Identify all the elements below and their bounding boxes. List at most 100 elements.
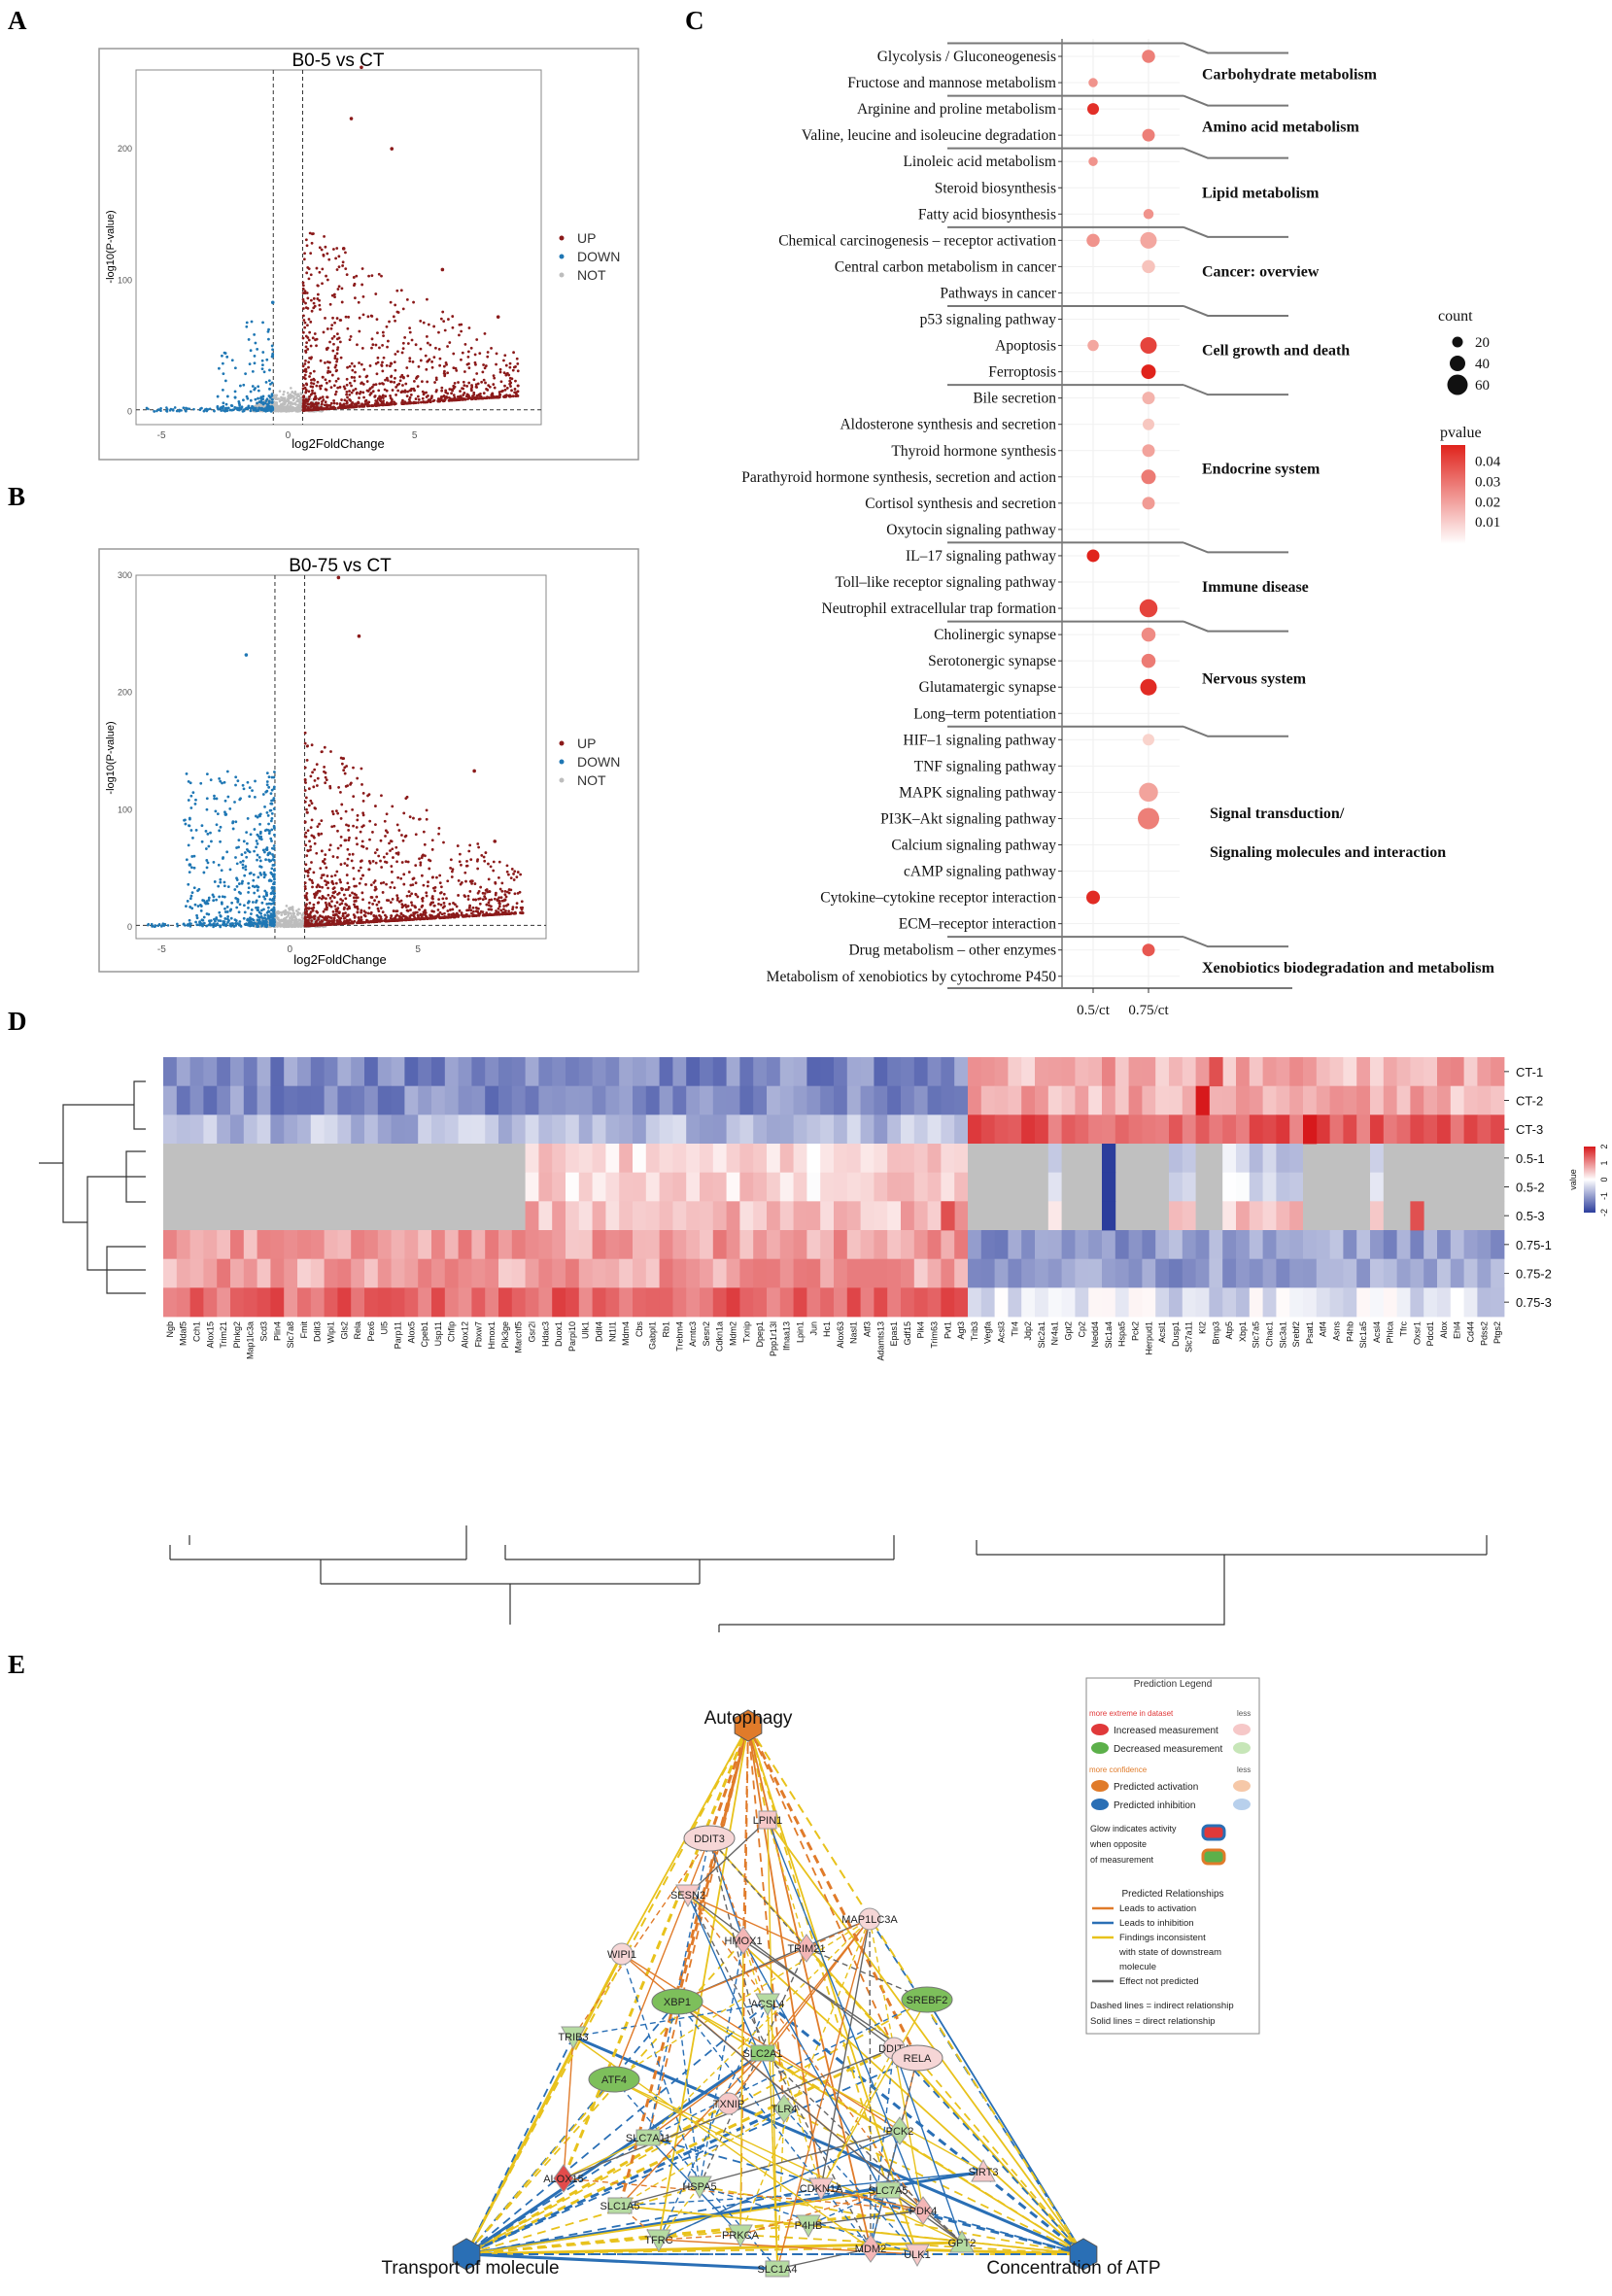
volcano-point-down	[242, 904, 246, 908]
heatmap-cell	[980, 1057, 995, 1087]
volcano-point-down	[272, 882, 275, 886]
volcano-point-up	[500, 889, 504, 893]
volcano-point-up	[385, 852, 389, 856]
pvalue-legend-title: pvalue	[1440, 425, 1482, 441]
volcano-point-up	[460, 863, 463, 867]
volcano-point-up	[492, 383, 496, 386]
dotplot-point	[1141, 627, 1156, 642]
volcano-point-down	[256, 853, 259, 857]
volcano-point-down	[234, 896, 238, 900]
pathway-label: Aldosterone synthesis and secretion	[840, 417, 1056, 433]
volcano-point-down	[261, 401, 265, 405]
volcano-point-not	[292, 409, 295, 412]
volcano-point-up	[379, 881, 383, 885]
volcano-point-up	[468, 890, 472, 893]
volcano-point-up	[374, 292, 378, 295]
count-legend-label: 60	[1475, 378, 1490, 394]
volcano-point-up	[427, 323, 430, 326]
volcano-point-up	[345, 405, 349, 408]
volcano-point-up	[313, 836, 316, 840]
volcano-point-up	[438, 357, 442, 360]
volcano-point-up	[317, 401, 321, 405]
y-tick-label: 100	[118, 275, 132, 285]
volcano-point-up	[452, 394, 456, 397]
volcano-point-up	[341, 264, 345, 267]
volcano-point-up	[395, 894, 399, 898]
volcano-point-up	[352, 866, 356, 870]
heatmap-cell	[230, 1057, 245, 1087]
volcano-point-up	[419, 320, 423, 323]
volcano-point-up	[512, 873, 515, 875]
volcano-point-down	[242, 383, 246, 387]
volcano-point-up	[465, 362, 469, 366]
volcano-point-up	[498, 394, 502, 396]
volcano-point-up	[345, 273, 349, 277]
volcano-point-down	[269, 819, 273, 823]
volcano-point-down	[255, 840, 258, 842]
volcano-point-up	[305, 854, 309, 858]
volcano-point-up	[492, 374, 496, 378]
volcano-point-down	[270, 873, 274, 875]
volcano-point-up	[323, 745, 326, 749]
volcano-point-not	[284, 923, 288, 926]
volcano-point-up	[421, 912, 425, 916]
volcano-point-up	[358, 392, 361, 395]
dotplot-point	[1139, 782, 1158, 803]
volcano-point-up	[348, 338, 352, 341]
volcano-point-up	[456, 844, 460, 847]
volcano-point-up	[310, 834, 314, 838]
heatmap-cell	[793, 1057, 807, 1087]
volcano-point-up	[316, 825, 320, 829]
volcano-point-up	[516, 369, 520, 373]
volcano-point-up	[321, 915, 325, 919]
volcano-point-up	[334, 379, 338, 383]
volcano-point-up	[392, 315, 395, 319]
volcano-point-not	[292, 911, 295, 915]
volcano-point-up	[308, 902, 312, 905]
volcano-point-up	[374, 823, 377, 827]
volcano-point-up	[338, 878, 342, 881]
heatmap-cell	[511, 1085, 526, 1115]
pathway-label: Parathyroid hormone synthesis, secretion…	[741, 469, 1056, 486]
volcano-point-up	[379, 396, 383, 400]
volcano-point-up	[312, 382, 316, 386]
volcano-point-up	[329, 401, 333, 405]
volcano-point-down	[189, 806, 193, 809]
volcano-point-up	[474, 385, 478, 389]
volcano-point-down	[270, 908, 273, 912]
x-tick-label: -5	[157, 430, 166, 441]
volcano-point-down	[262, 871, 266, 874]
volcano-point-up	[365, 846, 368, 850]
volcano-point-up	[519, 873, 523, 876]
volcano-point-up	[473, 397, 477, 400]
volcano-point-up	[475, 338, 479, 341]
volcano-point-up	[330, 337, 334, 340]
volcano-point-up	[516, 384, 520, 388]
volcano-point-up	[358, 396, 360, 399]
volcano-point-up	[345, 377, 349, 381]
volcano-point-down	[206, 902, 210, 906]
volcano-point-up	[378, 346, 381, 350]
volcano-point-down	[188, 918, 191, 922]
volcano-point-up	[356, 776, 360, 780]
volcano-point-down	[266, 851, 270, 855]
volcano-point-not	[257, 403, 261, 407]
volcano-point-up	[339, 863, 343, 866]
volcano-point-up	[480, 380, 484, 384]
volcano-point-up	[353, 284, 356, 288]
volcano-point-up	[337, 406, 341, 409]
volcano-point-up	[516, 892, 520, 895]
volcano-point-up	[357, 869, 360, 873]
volcano-point-down	[217, 863, 221, 867]
volcano-point-up	[473, 353, 477, 357]
volcano-point-down	[272, 909, 276, 913]
volcano-point-up	[385, 882, 388, 886]
volcano-point-down	[231, 827, 235, 831]
volcano-point-up	[384, 829, 388, 833]
volcano-point-up	[390, 400, 394, 403]
volcano-point-up	[312, 906, 316, 909]
volcano-point-up	[313, 332, 317, 335]
volcano-point-up	[339, 817, 343, 820]
heatmap-cell	[310, 1085, 325, 1115]
volcano-point-up	[384, 403, 388, 407]
